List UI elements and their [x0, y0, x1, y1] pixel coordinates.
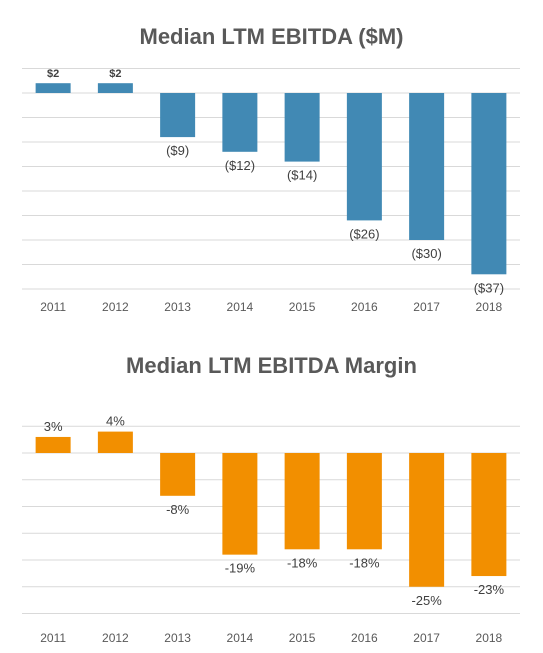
data-label-2017: ($30) — [411, 246, 441, 261]
x-tick-label-2018: 2018 — [476, 631, 503, 645]
x-tick-label-2016: 2016 — [351, 300, 378, 314]
ebitda-margin-chart-plot: 3% 2011 4% 2012 -8% 2013 -19% 2014 -18% 2015 -18% 2… — [22, 414, 520, 645]
x-tick-label-2015: 2015 — [289, 300, 316, 314]
data-label-2016: -18% — [349, 555, 380, 570]
data-label-2012: 4% — [106, 414, 125, 429]
data-label-2013: -8% — [166, 502, 190, 517]
x-tick-label-2012: 2012 — [102, 300, 129, 314]
x-tick-label-2013: 2013 — [164, 300, 191, 314]
bar-2013 — [160, 453, 196, 496]
data-label-2014: ($12) — [225, 158, 255, 173]
data-label-2018: -23% — [474, 582, 505, 597]
data-label-2014: -19% — [225, 561, 256, 576]
x-tick-label-2014: 2014 — [227, 300, 254, 314]
data-label-2011: 3% — [44, 419, 63, 434]
bar-2011 — [35, 83, 71, 93]
bar-2014 — [222, 93, 258, 152]
x-tick-label-2011: 2011 — [40, 631, 66, 645]
bar-2017 — [409, 93, 445, 240]
bar-2014 — [222, 453, 258, 555]
bar-2015 — [284, 93, 320, 162]
ebitda-margin-chart: Median LTM EBITDA Margin 3% 2011 4% 2012 -8%… — [0, 342, 543, 653]
data-label-2013: ($9) — [166, 143, 189, 158]
bar-2015 — [284, 453, 320, 550]
bar-2013 — [160, 93, 196, 138]
data-label-2018: ($37) — [474, 280, 504, 295]
x-tick-label-2011: 2011 — [40, 300, 66, 314]
x-tick-label-2016: 2016 — [351, 631, 378, 645]
bar-2018 — [471, 93, 507, 275]
chart-title: Median LTM EBITDA Margin — [126, 353, 417, 378]
bar-2011 — [35, 436, 71, 453]
x-tick-label-2015: 2015 — [289, 631, 316, 645]
data-label-2017: -25% — [411, 593, 442, 608]
chart-title: Median LTM EBITDA ($M) — [139, 24, 404, 49]
data-label-2015: ($14) — [287, 168, 317, 183]
bar-2016 — [346, 453, 382, 550]
bar-2012 — [97, 431, 133, 453]
bar-2017 — [409, 453, 445, 587]
x-tick-label-2017: 2017 — [413, 631, 440, 645]
bar-2016 — [346, 93, 382, 221]
data-label-2016: ($26) — [349, 226, 379, 241]
data-label-2011: $2 — [47, 68, 59, 80]
bar-2018 — [471, 453, 507, 577]
x-tick-label-2012: 2012 — [102, 631, 129, 645]
data-label-2012: $2 — [109, 68, 121, 80]
x-tick-label-2014: 2014 — [227, 631, 254, 645]
x-tick-label-2018: 2018 — [476, 300, 503, 314]
data-label-2015: -18% — [287, 555, 318, 570]
bar-2012 — [97, 83, 133, 93]
x-tick-label-2013: 2013 — [164, 631, 191, 645]
x-tick-label-2017: 2017 — [413, 300, 440, 314]
ebitda-chart: Median LTM EBITDA ($M) $2 2011 $2 2012 ($9) 2… — [0, 0, 543, 325]
ebitda-chart-plot: $2 2011 $2 2012 ($9) 2013 ($12) 2014 ($14) 2015 ($… — [22, 68, 520, 314]
